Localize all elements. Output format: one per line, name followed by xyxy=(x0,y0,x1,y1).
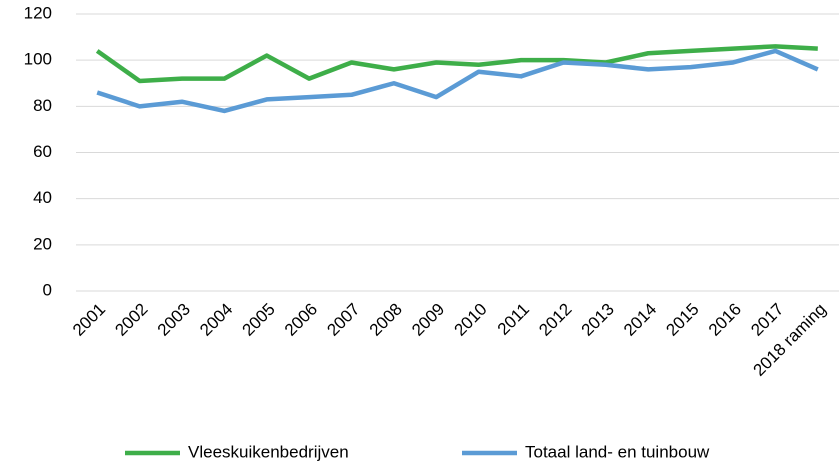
y-tick-label: 20 xyxy=(33,234,52,253)
y-tick-label: 60 xyxy=(33,142,52,161)
x-tick-label: 2013 xyxy=(578,300,618,340)
legend-label: Vleeskuikenbedrijven xyxy=(188,442,349,461)
y-tick-label: 100 xyxy=(24,50,52,69)
y-tick-label: 40 xyxy=(33,188,52,207)
x-tick-label: 2007 xyxy=(323,300,363,340)
y-tick-label: 120 xyxy=(24,3,52,22)
x-tick-label: 2003 xyxy=(154,300,194,340)
y-tick-label: 0 xyxy=(43,280,52,299)
x-tick-label: 2001 xyxy=(69,300,109,340)
x-tick-label: 2004 xyxy=(196,300,236,340)
x-tick-label: 2008 xyxy=(366,300,406,340)
x-tick-label: 2016 xyxy=(705,300,745,340)
x-tick-label: 2011 xyxy=(494,300,533,339)
x-tick-label: 2002 xyxy=(111,300,151,340)
x-tick-label: 2005 xyxy=(239,300,279,340)
x-tick-label: 2009 xyxy=(408,300,448,340)
series-line xyxy=(96,48,819,114)
x-tick-label: 2014 xyxy=(620,300,660,340)
x-tick-label: 2015 xyxy=(662,300,702,340)
legend-label: Totaal land- en tuinbouw xyxy=(525,442,710,461)
x-tick-label: 2012 xyxy=(535,300,575,340)
x-tick-label: 2006 xyxy=(281,300,321,340)
y-tick-label: 80 xyxy=(33,96,52,115)
series-line xyxy=(95,44,818,84)
x-tick-label: 2010 xyxy=(451,300,491,340)
